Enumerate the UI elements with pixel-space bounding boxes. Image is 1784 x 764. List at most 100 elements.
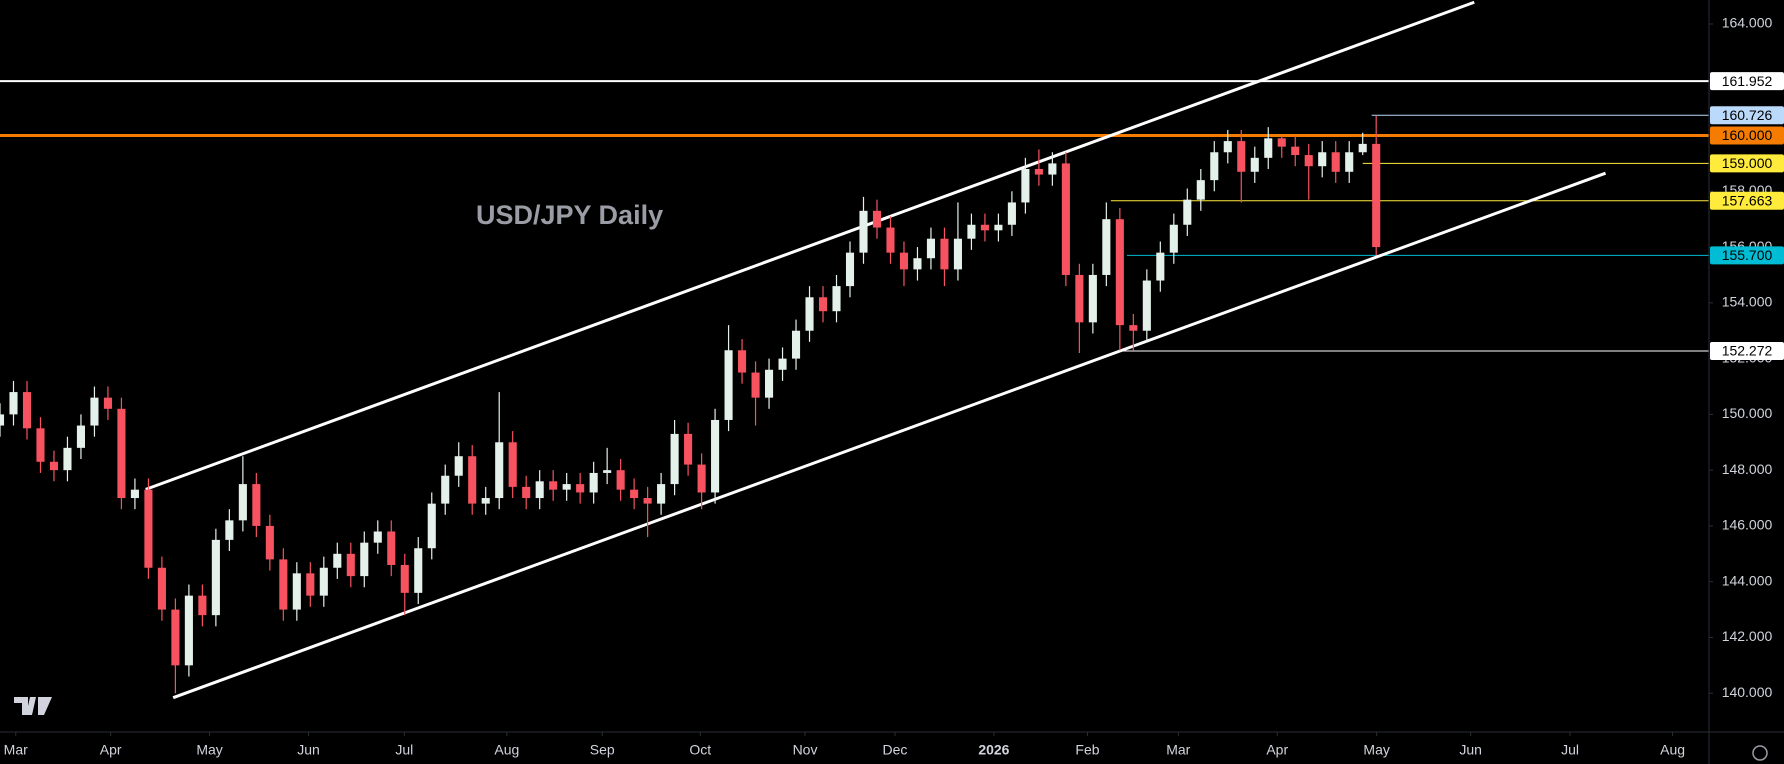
candle-body <box>49 461 59 471</box>
logo <box>14 697 52 715</box>
x-tick-label: Oct <box>689 742 711 758</box>
y-tick-label: 154.000 <box>1722 294 1773 310</box>
candle-body <box>805 297 814 331</box>
candle-body <box>333 553 342 568</box>
candle-body <box>1088 274 1097 323</box>
candle-body <box>1142 280 1151 331</box>
candle-body <box>157 567 166 610</box>
candle-body <box>225 520 234 540</box>
candle-body <box>535 481 544 499</box>
candle-body <box>414 548 423 593</box>
candle-body <box>630 489 639 499</box>
x-tick-label: Mar <box>4 742 28 758</box>
price-badge-label: 152.272 <box>1722 343 1773 359</box>
price-badge-label: 159.000 <box>1722 155 1773 171</box>
x-tick-label: 2026 <box>978 742 1009 758</box>
candle-body <box>697 464 706 493</box>
chart-title: USD/JPY Daily <box>476 200 663 230</box>
candle-body <box>495 442 504 499</box>
candle-body <box>751 372 760 398</box>
candle-body <box>144 489 153 568</box>
price-badge-label: 161.952 <box>1722 73 1773 89</box>
candle-body <box>953 238 962 270</box>
candle-body <box>1129 325 1138 331</box>
x-tick-label: Aug <box>494 742 519 758</box>
candle-body <box>1169 224 1178 253</box>
candle-body <box>441 475 450 504</box>
price-badge <box>1710 191 1784 210</box>
price-badge-label: 155.700 <box>1722 247 1773 263</box>
candle-body <box>1183 199 1192 225</box>
candle-body <box>373 531 382 543</box>
candle-body <box>171 609 180 666</box>
candle-body <box>279 559 288 610</box>
candle-body <box>576 484 585 493</box>
candle-body <box>1102 219 1111 275</box>
candle-body <box>1237 141 1246 172</box>
candle-body <box>940 238 949 270</box>
candle-body <box>1304 155 1313 167</box>
x-tick-label: Mar <box>1166 742 1190 758</box>
candle-body <box>1115 219 1124 326</box>
candle-body <box>913 258 922 270</box>
y-tick-label: 140.000 <box>1722 684 1773 700</box>
candle-body <box>1291 146 1300 156</box>
settings-icon[interactable] <box>1752 745 1768 761</box>
candle-body <box>616 470 625 490</box>
y-tick-label: 150.000 <box>1722 405 1773 421</box>
candle-body <box>1358 143 1367 153</box>
candle-body <box>198 595 207 616</box>
price-badge-label: 160.726 <box>1722 107 1773 123</box>
candle-body <box>427 503 436 549</box>
candle-body <box>765 369 774 398</box>
candle-body <box>400 564 409 593</box>
candle-body <box>1156 252 1165 281</box>
x-tick-label: Jul <box>395 742 413 758</box>
candle-body <box>76 425 86 448</box>
candle-body <box>319 567 328 596</box>
candle-body <box>859 210 868 253</box>
candle-body <box>306 573 315 596</box>
candle-body <box>211 539 220 616</box>
candle-body <box>63 447 72 471</box>
price-badge <box>1710 246 1784 265</box>
candle-body <box>1277 138 1286 147</box>
x-tick-label: Apr <box>1266 742 1288 758</box>
candle-body <box>1250 157 1259 172</box>
x-tick-label: Jun <box>297 742 320 758</box>
candle-body <box>899 252 909 270</box>
candle-body <box>360 542 369 577</box>
candle-body <box>103 397 112 409</box>
candle-body <box>184 595 193 666</box>
plot-area <box>0 0 1709 700</box>
candle-body <box>387 531 396 565</box>
candle-body <box>1345 152 1354 172</box>
candle-body <box>845 252 855 287</box>
x-tick-label: Jul <box>1561 742 1579 758</box>
candle-body <box>1223 141 1232 153</box>
candle-body <box>292 573 301 610</box>
candle-body <box>0 414 5 426</box>
candle-body <box>818 297 828 312</box>
x-tick-label: May <box>196 742 222 758</box>
y-tick-label: 164.000 <box>1722 15 1773 31</box>
candle-body <box>549 481 558 490</box>
candle-body <box>967 224 976 239</box>
y-tick-label: 148.000 <box>1722 461 1773 477</box>
x-tick-label: Nov <box>793 742 818 758</box>
candle-body <box>603 470 612 473</box>
y-tick-label: 144.000 <box>1722 572 1773 588</box>
candle-body <box>738 350 747 373</box>
candle-body <box>265 525 274 560</box>
price-badge <box>1710 126 1784 145</box>
candle-body <box>1075 274 1084 323</box>
candle-body <box>238 484 247 521</box>
price-badge <box>1710 72 1784 91</box>
candle-body <box>1021 168 1030 203</box>
candle-body <box>1318 152 1327 167</box>
candle-body <box>252 484 261 526</box>
candle-body <box>9 392 18 415</box>
candle-body <box>872 210 882 228</box>
candle-body <box>562 484 571 490</box>
